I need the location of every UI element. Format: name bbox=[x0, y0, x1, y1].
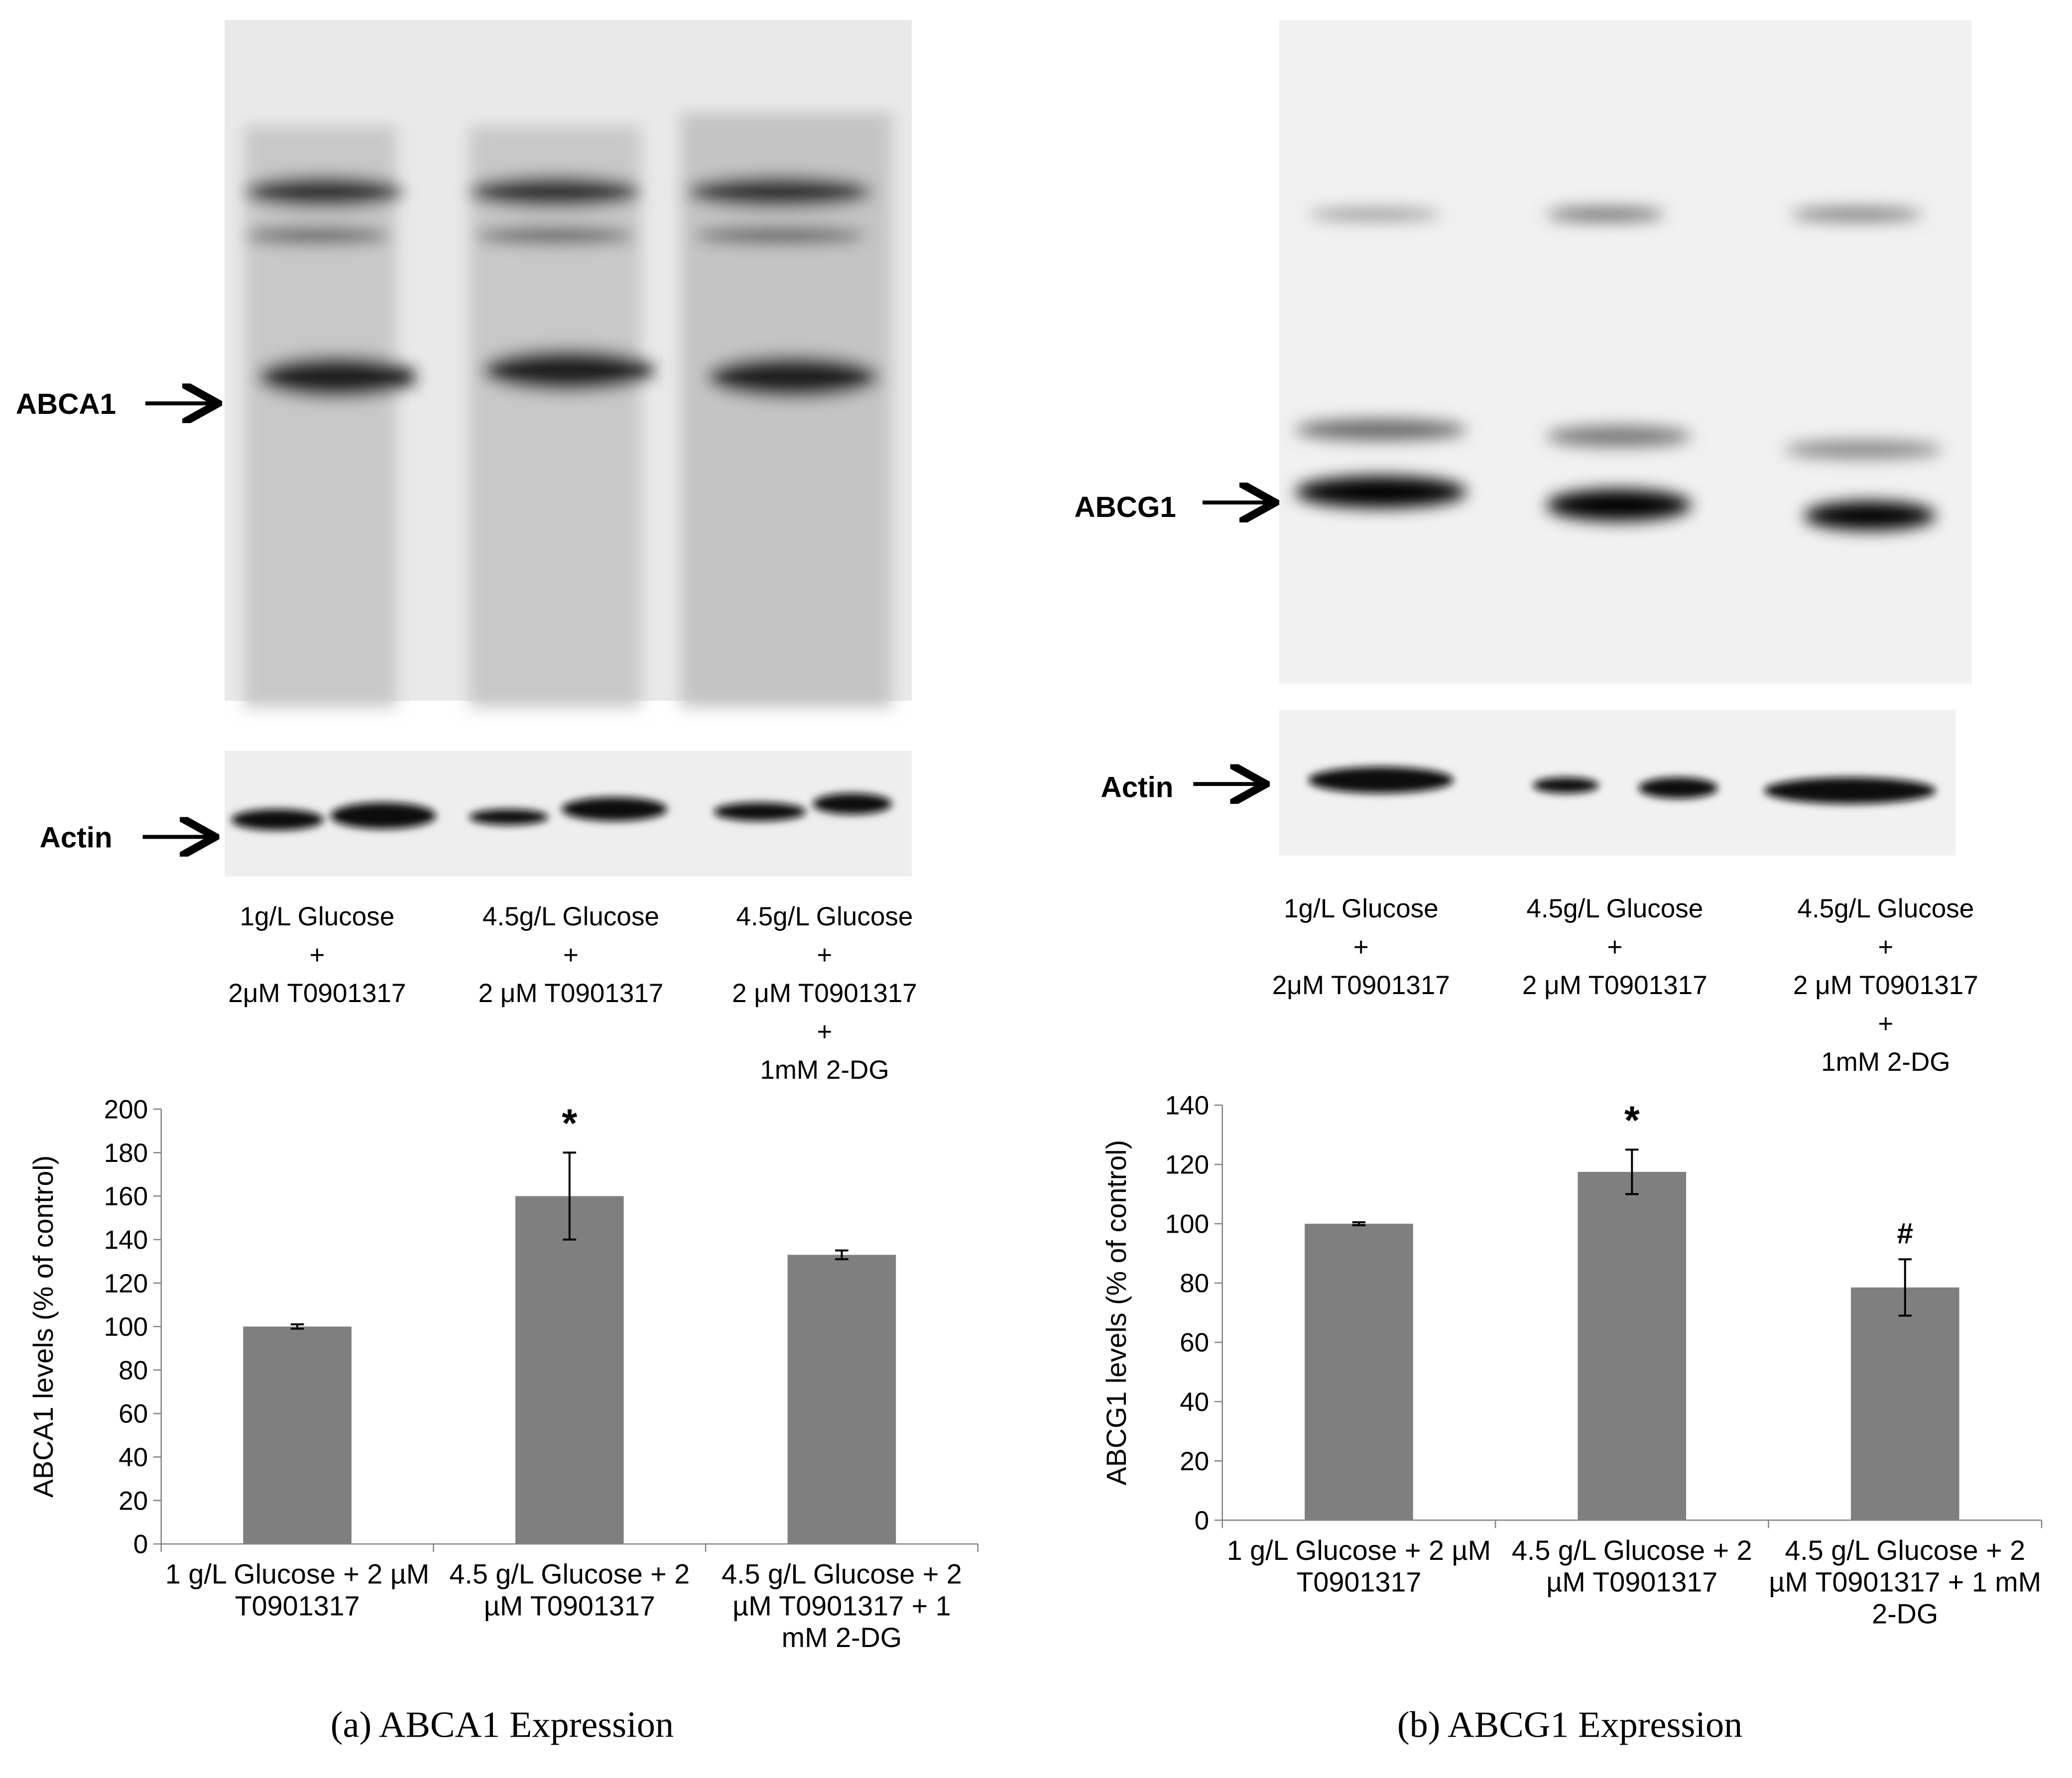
y-tick-label: 200 bbox=[104, 1095, 148, 1125]
y-tick-label: 0 bbox=[1195, 1506, 1210, 1535]
lane-label: 1g/L Glucose bbox=[1284, 894, 1439, 923]
x-tick-label: 1 g/L Glucose + 2 µM T0901317 bbox=[165, 1559, 430, 1622]
blot-a bbox=[142, 20, 912, 877]
x-tick-label: 1 g/L Glucose + 2 µM T0901317 bbox=[1226, 1536, 1491, 1598]
y-tick-label: 20 bbox=[119, 1486, 148, 1516]
protein-label: ABCA1 bbox=[16, 388, 116, 420]
y-tick-label: 0 bbox=[133, 1530, 148, 1559]
blot-b bbox=[1193, 20, 1972, 856]
lane-label: 1mM 2-DG bbox=[1821, 1047, 1950, 1077]
lane-label: 2 μM T0901317 bbox=[732, 979, 917, 1008]
bar bbox=[787, 1255, 896, 1544]
y-axis-label: ABCA1 levels (% of control) bbox=[28, 1155, 59, 1498]
y-tick-label: 80 bbox=[119, 1356, 148, 1385]
bar bbox=[1305, 1224, 1413, 1521]
lane-label: 4.5g/L Glucose bbox=[483, 902, 659, 931]
bar bbox=[243, 1326, 352, 1544]
lane-label: + bbox=[1353, 932, 1369, 962]
x-tick-label-box: 4.5 g/L Glucose + 2 µM T0901317 + 1 mM 2… bbox=[1769, 1536, 2042, 1630]
lane-label: 2μM T0901317 bbox=[1272, 971, 1450, 1000]
x-tick-label-box: 4.5 g/L Glucose + 2 µM T0901317 + 1 mM 2… bbox=[722, 1559, 962, 1654]
x-tick-label-box: 4.5 g/L Glucose + 2 µM T0901317 bbox=[449, 1559, 690, 1622]
caption: (a) ABCA1 Expression bbox=[331, 1705, 674, 1746]
y-axis-label: ABCG1 levels (% of control) bbox=[1101, 1140, 1132, 1486]
significance-mark: * bbox=[1624, 1098, 1640, 1142]
loading-label: Actin bbox=[40, 822, 113, 854]
lane-label: + bbox=[1878, 1009, 1893, 1038]
lane-label: 4.5g/L Glucose bbox=[1526, 894, 1703, 923]
lane-label: 2μM T0901317 bbox=[228, 979, 406, 1008]
y-tick-label: 80 bbox=[1180, 1269, 1209, 1298]
lane-label: 2 μM T0901317 bbox=[478, 979, 663, 1008]
significance-mark: # bbox=[1897, 1218, 1913, 1250]
error-bar bbox=[1625, 1148, 1639, 1195]
x-tick-label: 4.5 g/L Glucose + 2 µM T0901317 + 1 mM 2… bbox=[1769, 1536, 2042, 1630]
x-tick-label: 4.5 g/L Glucose + 2 µM T0901317 bbox=[449, 1559, 690, 1622]
y-tick-label: 100 bbox=[104, 1312, 148, 1342]
y-tick-label: 120 bbox=[1165, 1150, 1210, 1180]
lane-label: + bbox=[817, 1017, 832, 1046]
caption: (b) ABCG1 Expression bbox=[1397, 1705, 1742, 1746]
error-bar bbox=[563, 1151, 577, 1241]
y-tick-label: 60 bbox=[1180, 1328, 1209, 1358]
lane-label: 4.5g/L Glucose bbox=[1797, 894, 1974, 923]
x-tick-label: 4.5 g/L Glucose + 2 µM T0901317 + 1 mM 2… bbox=[722, 1559, 962, 1654]
x-tick-label-box: 1 g/L Glucose + 2 µM T0901317 bbox=[165, 1559, 430, 1622]
loading-label: Actin bbox=[1101, 771, 1174, 804]
y-tick-label: 20 bbox=[1180, 1447, 1209, 1476]
lane-label: + bbox=[563, 940, 579, 970]
bar bbox=[1578, 1171, 1687, 1521]
x-tick-label-box: 4.5 g/L Glucose + 2 µM T0901317 bbox=[1511, 1536, 1752, 1598]
lane-label: 1mM 2-DG bbox=[760, 1055, 889, 1085]
error-bar bbox=[1352, 1221, 1366, 1227]
x-tick-label: 4.5 g/L Glucose + 2 µM T0901317 bbox=[1511, 1536, 1752, 1598]
bar bbox=[1850, 1287, 1959, 1521]
y-tick-label: 140 bbox=[1165, 1091, 1210, 1121]
lane-label: + bbox=[1878, 932, 1893, 962]
error-bar bbox=[835, 1249, 849, 1261]
y-tick-label: 100 bbox=[1165, 1210, 1210, 1239]
lane-label: + bbox=[817, 940, 832, 970]
lane-label: 4.5g/L Glucose bbox=[736, 902, 913, 931]
protein-label: ABCG1 bbox=[1074, 491, 1176, 523]
y-tick-label: 120 bbox=[104, 1269, 148, 1298]
y-tick-label: 140 bbox=[104, 1225, 148, 1255]
y-tick-label: 40 bbox=[1180, 1388, 1209, 1417]
bar bbox=[515, 1196, 624, 1544]
lane-label: 1g/L Glucose bbox=[240, 902, 395, 931]
lane-label: 2 μM T0901317 bbox=[1793, 971, 1978, 1000]
y-tick-label: 180 bbox=[104, 1139, 148, 1168]
x-tick-label-box: 1 g/L Glucose + 2 µM T0901317 bbox=[1226, 1536, 1491, 1598]
y-tick-label: 160 bbox=[104, 1182, 148, 1211]
y-tick-label: 60 bbox=[119, 1399, 148, 1429]
y-tick-label: 40 bbox=[119, 1443, 148, 1472]
lane-label: 2 μM T0901317 bbox=[1522, 971, 1707, 1000]
error-bar bbox=[290, 1323, 304, 1330]
lane-label: + bbox=[309, 940, 325, 970]
error-bar bbox=[1898, 1258, 1912, 1317]
significance-mark: * bbox=[562, 1101, 577, 1145]
lane-label: + bbox=[1607, 932, 1622, 962]
